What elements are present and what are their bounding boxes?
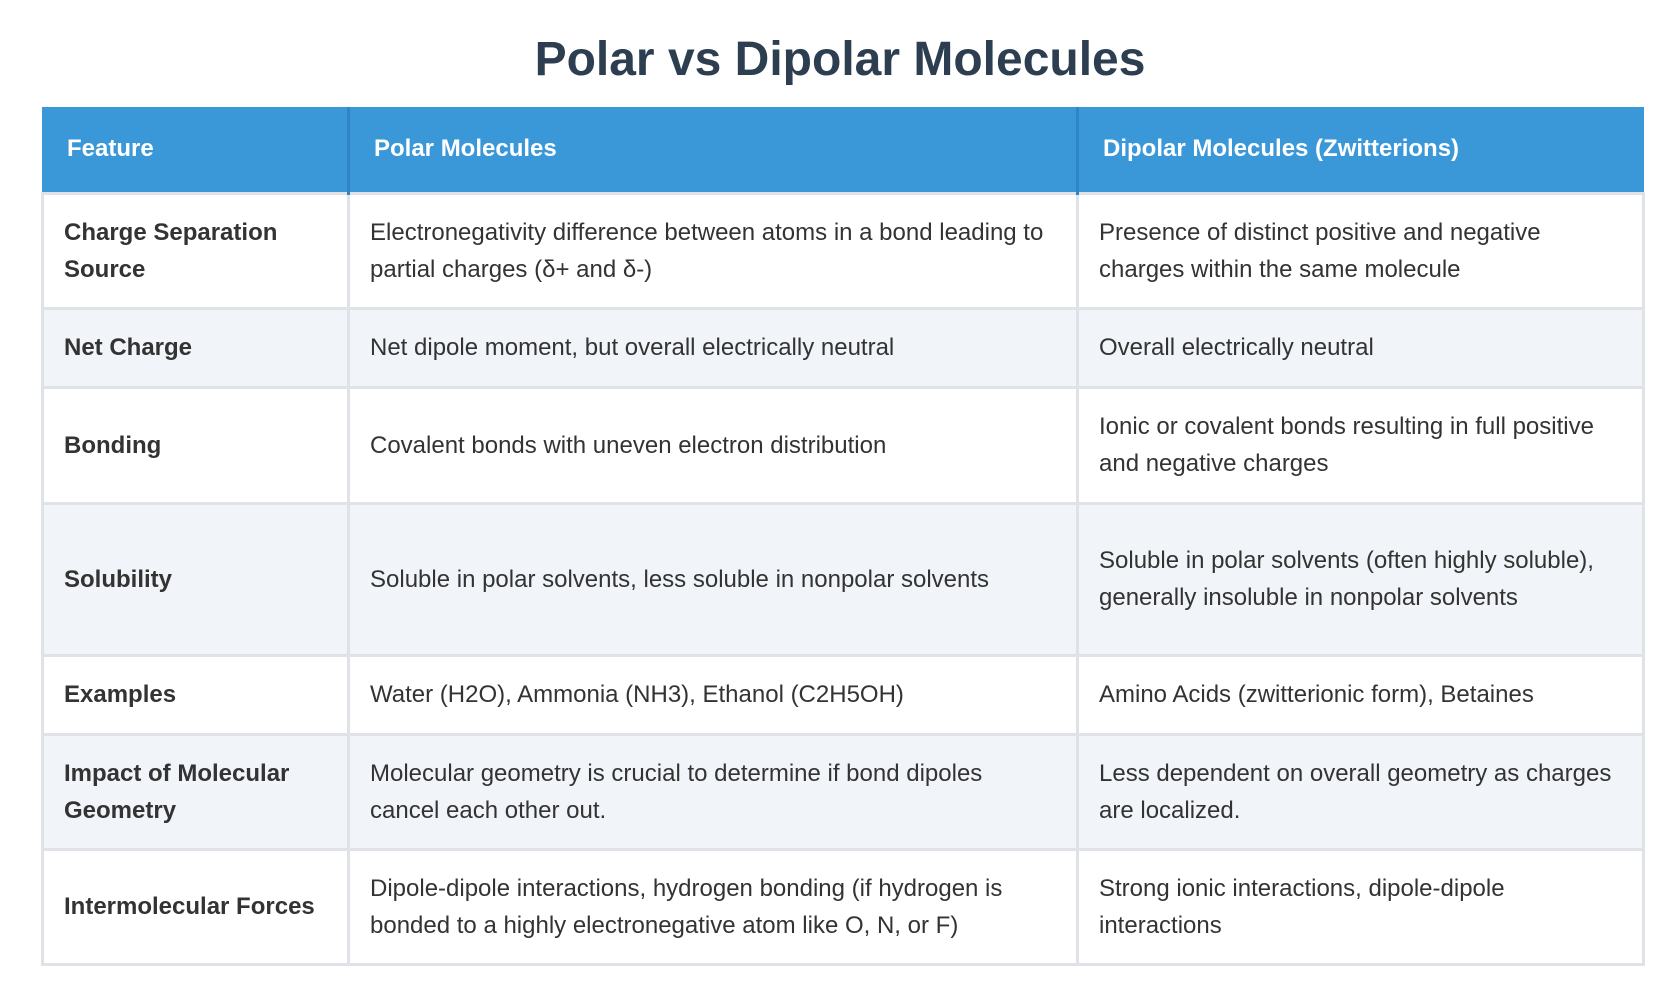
comparison-table: Feature Polar Molecules Dipolar Molecule…	[41, 107, 1645, 966]
polar-cell: Molecular geometry is crucial to determi…	[347, 732, 1079, 851]
feature-cell: Intermolecular Forces	[41, 847, 350, 966]
dipolar-cell: Amino Acids (zwitterionic form), Betaine…	[1076, 653, 1645, 736]
dipolar-cell: Soluble in polar solvents (often highly …	[1076, 501, 1645, 657]
table-row: Charge Separation Source Electronegativi…	[41, 191, 1645, 310]
table-row: Examples Water (H2O), Ammonia (NH3), Eth…	[41, 653, 1645, 736]
dipolar-cell: Ionic or covalent bonds resulting in ful…	[1076, 385, 1645, 505]
dipolar-cell: Overall electrically neutral	[1076, 306, 1645, 389]
feature-cell: Net Charge	[41, 306, 350, 389]
page-title: Polar vs Dipolar Molecules	[534, 33, 1146, 86]
header-row: Feature Polar Molecules Dipolar Molecule…	[42, 107, 1644, 193]
dipolar-cell: Presence of distinct positive and negati…	[1076, 191, 1645, 310]
polar-cell: Dipole-dipole interactions, hydrogen bon…	[347, 847, 1079, 966]
dipolar-cell: Strong ionic interactions, dipole-dipole…	[1076, 847, 1645, 966]
polar-cell: Covalent bonds with uneven electron dist…	[347, 385, 1079, 505]
feature-cell: Solubility	[41, 501, 350, 657]
header-polar: Polar Molecules	[347, 107, 1079, 193]
feature-cell: Bonding	[41, 385, 350, 505]
header-dipolar: Dipolar Molecules (Zwitterions)	[1076, 107, 1644, 193]
polar-cell: Soluble in polar solvents, less soluble …	[347, 501, 1079, 657]
header-feature: Feature	[42, 107, 350, 193]
table-row: Impact of Molecular Geometry Molecular g…	[41, 732, 1645, 851]
feature-cell: Charge Separation Source	[41, 191, 350, 310]
polar-cell: Net dipole moment, but overall electrica…	[347, 306, 1079, 389]
table-body: Charge Separation Source Electronegativi…	[41, 191, 1645, 966]
table-row: Intermolecular Forces Dipole-dipole inte…	[41, 847, 1645, 966]
table-row: Solubility Soluble in polar solvents, le…	[41, 501, 1645, 657]
table-row: Net Charge Net dipole moment, but overal…	[41, 306, 1645, 389]
polar-cell: Water (H2O), Ammonia (NH3), Ethanol (C2H…	[347, 653, 1079, 736]
table-row: Bonding Covalent bonds with uneven elect…	[41, 385, 1645, 505]
feature-cell: Examples	[41, 653, 350, 736]
polar-cell: Electronegativity difference between ato…	[347, 191, 1079, 310]
dipolar-cell: Less dependent on overall geometry as ch…	[1076, 732, 1645, 851]
feature-cell: Impact of Molecular Geometry	[41, 732, 350, 851]
table-header: Feature Polar Molecules Dipolar Molecule…	[42, 107, 1644, 193]
